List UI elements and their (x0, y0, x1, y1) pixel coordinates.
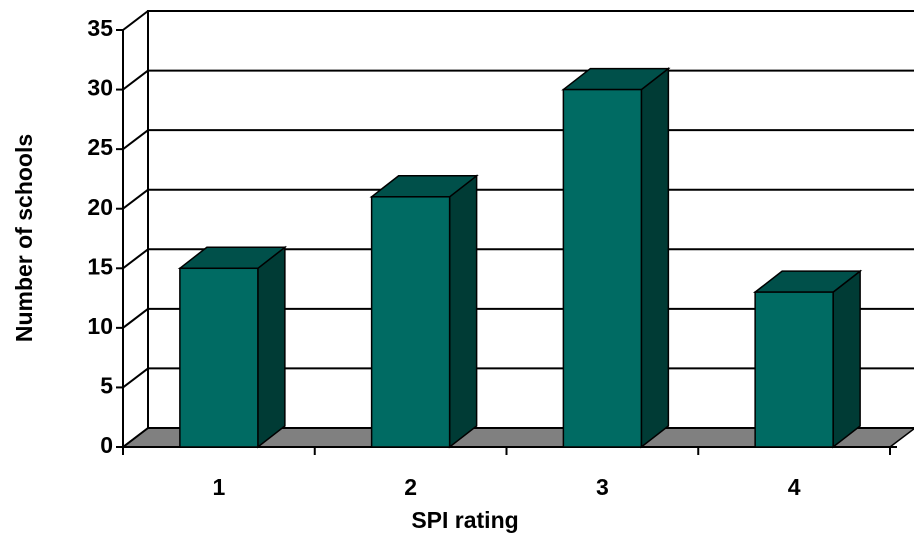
x-axis-title: SPI rating (411, 507, 518, 533)
bar-side (448, 174, 478, 449)
bar (179, 267, 259, 448)
side-grid-line (122, 10, 149, 31)
x-tick-label: 3 (596, 474, 609, 500)
bar-side (257, 245, 286, 449)
y-tick-label: 25 (87, 134, 113, 160)
y-tick-label: 0 (100, 432, 113, 458)
side-grid-line (122, 427, 149, 448)
bar-side (640, 67, 670, 449)
side-grid-line (122, 69, 149, 91)
side-grid-line (122, 248, 149, 270)
bar (754, 291, 834, 448)
x-tick-label: 1 (212, 474, 225, 500)
y-tick-label: 20 (87, 194, 113, 220)
side-grid-line (122, 308, 149, 329)
y-tick-label: 5 (100, 373, 113, 399)
side-grid-line (122, 367, 149, 389)
x-tick-label: 4 (788, 474, 801, 500)
y-tick-label: 35 (87, 15, 113, 41)
x-tick-label: 2 (404, 474, 417, 500)
y-axis-title: Number of schools (11, 134, 37, 342)
side-grid-line (122, 129, 149, 150)
bar (370, 196, 451, 448)
bar-side (832, 269, 861, 449)
y-tick-label: 15 (87, 253, 113, 279)
bar (562, 88, 643, 448)
side-grid-line (122, 188, 149, 210)
y-tick-label: 10 (87, 313, 113, 339)
y-tick-label: 30 (87, 75, 113, 101)
